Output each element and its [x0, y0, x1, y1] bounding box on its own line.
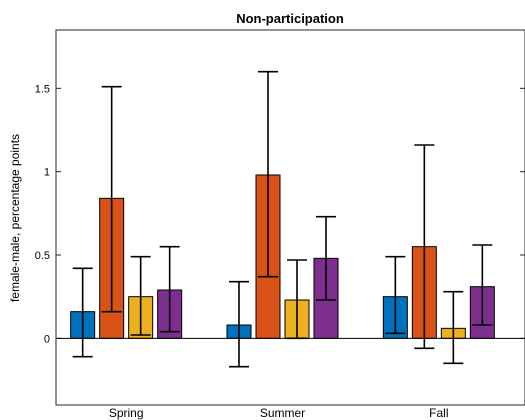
category-label: Summer [260, 406, 305, 420]
y-tick-label: 0.5 [35, 250, 50, 262]
chart-title: Non-participation [236, 11, 344, 26]
y-axis-ticks: 0 0.5 1 1.5 [35, 83, 525, 345]
y-tick-label: 1 [44, 167, 50, 179]
y-axis-label: female-male, percentage points [8, 134, 22, 302]
x-axis-categories: Spring Summer Fall [109, 406, 449, 420]
y-tick-label: 0 [44, 333, 50, 345]
category-label: Spring [109, 406, 144, 420]
category-label: Fall [429, 406, 448, 420]
y-tick-label: 1.5 [35, 83, 50, 95]
plot-frame [55, 29, 525, 406]
error-bars [72, 70, 493, 368]
